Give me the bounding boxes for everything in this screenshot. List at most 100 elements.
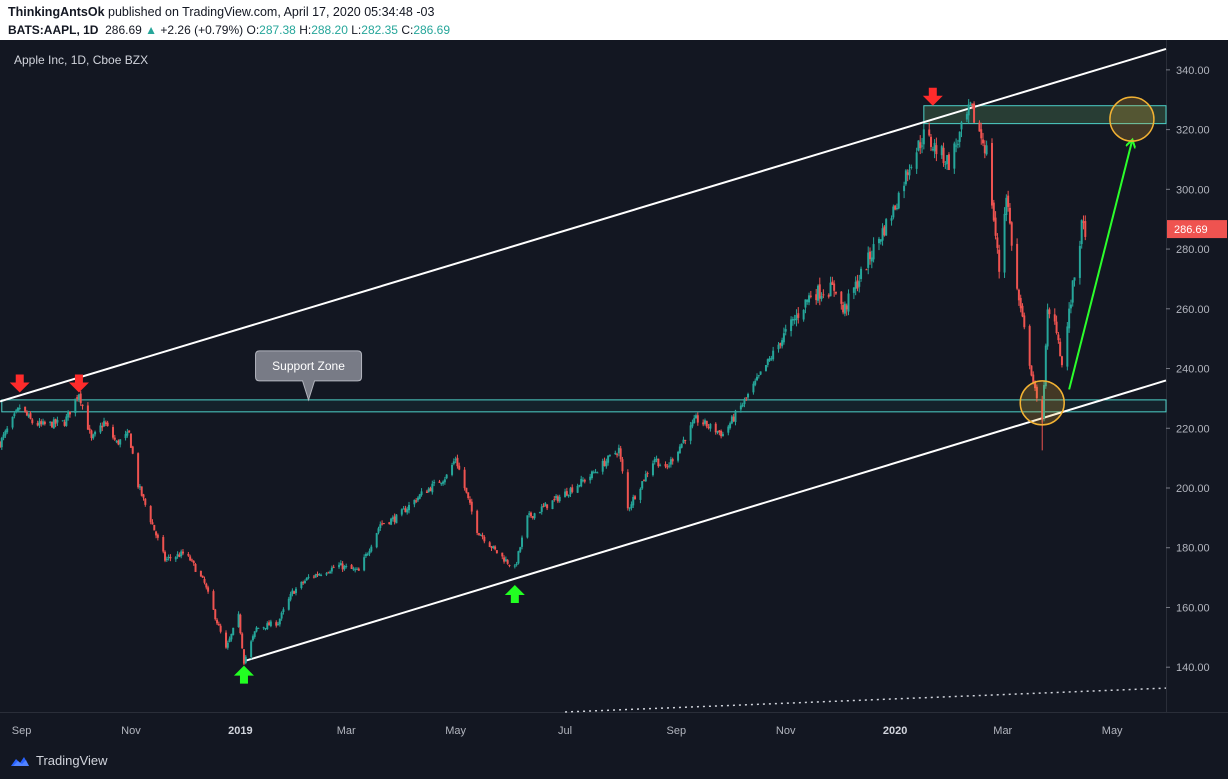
y-tick-label: 280.00: [1176, 244, 1210, 256]
y-tick-label: 260.00: [1176, 304, 1210, 316]
candle-body: [860, 268, 863, 279]
candle-body: [797, 313, 800, 318]
candle-body: [156, 534, 159, 538]
candle-body: [1003, 213, 1006, 273]
candle-body: [883, 226, 886, 236]
candle-body: [707, 426, 710, 428]
candle-body: [531, 516, 534, 518]
candle-body: [63, 421, 66, 426]
tradingview-logo[interactable]: TradingView: [10, 753, 108, 768]
x-tick-label: 2019: [228, 725, 252, 737]
candle-body: [614, 452, 617, 455]
candle-body: [756, 376, 759, 381]
candle-body: [904, 170, 907, 185]
candle-body: [420, 491, 423, 495]
candle-body: [727, 426, 730, 433]
candle-body: [415, 500, 418, 502]
candle-body: [529, 512, 532, 517]
candle-body: [555, 495, 558, 499]
candle-body: [338, 564, 341, 568]
candle-body: [176, 554, 179, 557]
candle-body: [90, 430, 93, 439]
candle-body: [364, 554, 367, 557]
candle-body: [162, 537, 165, 552]
symbol-label: BATS:AAPL, 1D: [8, 23, 99, 37]
candle-body: [867, 252, 870, 268]
high-value: 288.20: [311, 23, 348, 37]
candle-body: [747, 393, 750, 398]
candle-body: [153, 524, 156, 531]
candle-body: [0, 441, 1, 448]
candle-body: [542, 505, 545, 507]
candle-body: [564, 491, 567, 498]
candle-body: [329, 571, 332, 574]
candle-body: [642, 479, 645, 481]
candle-body: [922, 129, 925, 145]
price-change: +2.26 (+0.79%): [160, 23, 244, 37]
y-tick-label: 300.00: [1176, 184, 1210, 196]
candle-body: [1034, 381, 1037, 389]
chart-area[interactable]: 140.00 160.00 180.00 200.00 220.00 240.00 260.…: [0, 40, 1228, 740]
publish-line: ThinkingAntsOk published on TradingView.…: [8, 5, 434, 19]
candle-body: [960, 122, 963, 130]
candle-body: [178, 554, 181, 557]
candle-body: [1057, 334, 1060, 341]
candle-body: [257, 627, 260, 629]
candle-body: [885, 219, 888, 236]
candle-body: [126, 431, 129, 436]
candle-body: [703, 420, 706, 424]
candle-body: [1068, 308, 1071, 329]
candle-body: [325, 573, 328, 575]
candle-body: [165, 558, 168, 561]
candle-body: [955, 145, 958, 147]
footer-bar: TradingView: [0, 740, 1228, 779]
candle-body: [770, 358, 773, 360]
candle-body: [6, 428, 9, 433]
open-label: O:: [246, 23, 260, 37]
candle-body: [772, 350, 775, 360]
candle-body: [596, 472, 599, 474]
candle-body: [684, 440, 687, 442]
candle-body: [1046, 309, 1049, 347]
candle-body: [494, 546, 497, 550]
x-tick-label: Nov: [776, 725, 796, 737]
candle-body: [582, 480, 584, 482]
candle-body: [669, 459, 672, 465]
candle-body: [768, 358, 771, 361]
candle-body: [815, 294, 818, 301]
candle-body: [908, 169, 911, 176]
candle-body: [74, 398, 77, 414]
candle-body: [508, 565, 511, 567]
candle-body: [804, 299, 807, 308]
y-tick-label: 200.00: [1176, 483, 1210, 495]
author-name[interactable]: ThinkingAntsOk: [8, 5, 105, 19]
candle-body: [777, 344, 780, 350]
candle-body: [641, 481, 644, 489]
candle-body: [495, 550, 498, 554]
candle-body: [958, 131, 961, 142]
candle-body: [1066, 326, 1069, 367]
candle-body: [519, 547, 522, 552]
candle-body: [680, 443, 683, 448]
candle-body: [375, 533, 378, 548]
brand-name: TradingView: [36, 753, 108, 768]
candle-body: [664, 464, 667, 467]
candle-body: [476, 510, 479, 533]
candle-body: [928, 129, 931, 136]
candle-body: [237, 613, 240, 628]
candle-body: [567, 494, 570, 497]
candle-body: [354, 569, 357, 571]
candle-body: [31, 419, 34, 424]
candle-body: [314, 574, 317, 578]
candle-body: [433, 482, 436, 484]
chart-svg[interactable]: 140.00 160.00 180.00 200.00 220.00 240.00 260.…: [0, 40, 1228, 740]
dotted-trendline: [565, 687, 1167, 713]
candle-body: [982, 139, 985, 144]
candle-body: [1078, 245, 1081, 278]
up-arrow-icon: [233, 665, 254, 684]
candle-body: [368, 550, 371, 554]
candle-body: [104, 422, 107, 425]
candle-body: [404, 508, 407, 513]
candle-body: [829, 282, 832, 297]
candle-body: [793, 319, 796, 321]
